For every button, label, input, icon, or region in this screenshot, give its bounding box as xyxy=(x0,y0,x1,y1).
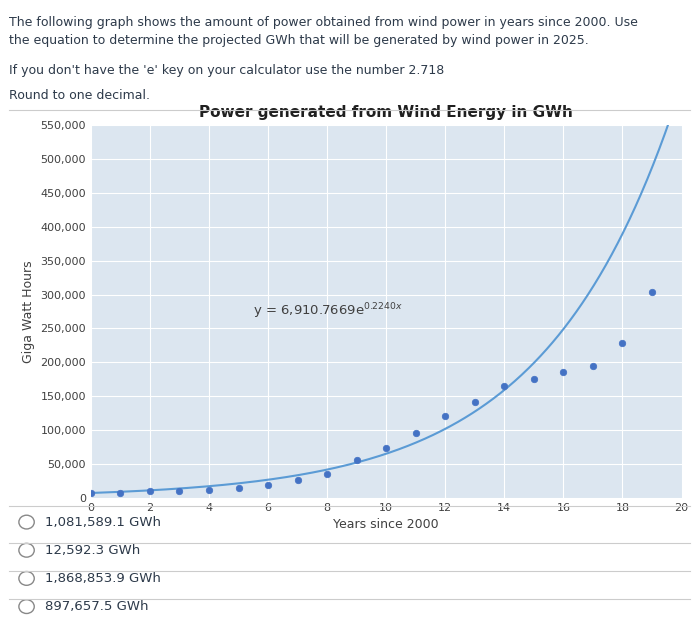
Point xyxy=(292,475,303,485)
Point xyxy=(351,456,362,466)
Point xyxy=(587,361,598,371)
Point xyxy=(469,396,480,406)
Text: 12,592.3 GWh: 12,592.3 GWh xyxy=(45,544,140,557)
Point xyxy=(85,488,96,498)
Title: Power generated from Wind Energy in GWh: Power generated from Wind Energy in GWh xyxy=(199,105,573,120)
Text: 897,657.5 GWh: 897,657.5 GWh xyxy=(45,600,149,613)
Point xyxy=(233,483,244,493)
Text: y = 6,910.7669e$^{0.2240x}$: y = 6,910.7669e$^{0.2240x}$ xyxy=(253,301,403,321)
Point xyxy=(380,443,391,453)
Point xyxy=(174,486,185,496)
Point xyxy=(115,488,126,498)
Text: the equation to determine the projected GWh that will be generated by wind power: the equation to determine the projected … xyxy=(9,34,589,48)
Point xyxy=(263,481,274,491)
Text: 1,081,589.1 GWh: 1,081,589.1 GWh xyxy=(45,516,161,528)
Point xyxy=(558,367,569,377)
Y-axis label: Giga Watt Hours: Giga Watt Hours xyxy=(22,260,35,362)
Point xyxy=(203,485,215,495)
Point xyxy=(322,469,333,479)
Point xyxy=(528,374,540,384)
Text: The following graph shows the amount of power obtained from wind power in years : The following graph shows the amount of … xyxy=(9,16,638,29)
Point xyxy=(617,338,628,348)
Point xyxy=(144,486,155,496)
Point xyxy=(647,287,658,297)
X-axis label: Years since 2000: Years since 2000 xyxy=(333,518,439,531)
Text: If you don't have the 'e' key on your calculator use the number 2.718: If you don't have the 'e' key on your ca… xyxy=(9,64,445,77)
Point xyxy=(499,381,510,391)
Point xyxy=(410,428,421,438)
Point xyxy=(440,411,451,421)
Text: Round to one decimal.: Round to one decimal. xyxy=(9,89,150,102)
Text: 1,868,853.9 GWh: 1,868,853.9 GWh xyxy=(45,572,161,585)
